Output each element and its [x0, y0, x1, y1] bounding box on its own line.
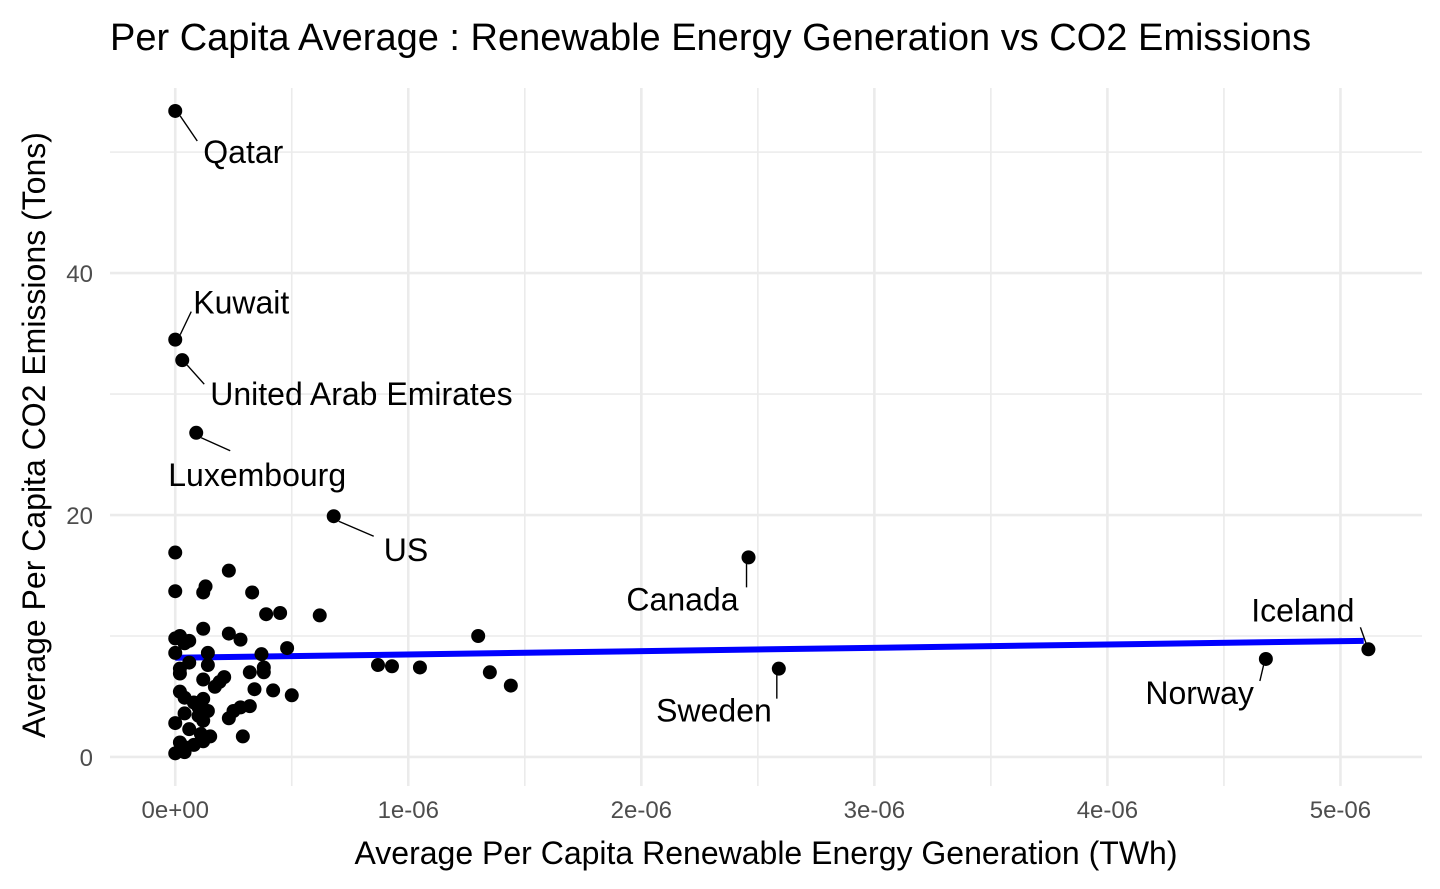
y-tick-label: 40	[66, 261, 93, 288]
data-point	[182, 655, 197, 670]
labeled-data-point	[168, 332, 183, 347]
data-point	[200, 658, 215, 673]
data-point	[247, 682, 262, 697]
data-point	[254, 647, 269, 662]
data-point	[182, 722, 197, 737]
data-point	[217, 670, 232, 685]
labeled-data-point	[771, 661, 786, 676]
labeled-data-point	[168, 103, 183, 118]
label-leader-line	[179, 115, 198, 142]
point-labels: Qatar Kuwait United Arab Emirates Luxembour…	[168, 134, 1354, 729]
grid-lines	[110, 88, 1422, 786]
data-point	[168, 645, 183, 660]
point-label: US	[384, 532, 428, 568]
data-point	[196, 672, 211, 687]
trend-line-layer	[175, 637, 1364, 661]
data-point	[177, 706, 192, 721]
point-label: Luxembourg	[168, 457, 346, 493]
y-tick-label: 20	[66, 503, 93, 530]
data-point	[471, 628, 486, 643]
label-leader-line	[1259, 663, 1265, 682]
data-point	[266, 683, 281, 698]
data-point	[256, 665, 271, 680]
data-point	[168, 716, 183, 731]
data-point	[503, 678, 518, 693]
data-point	[273, 606, 288, 621]
point-label: Qatar	[203, 134, 283, 170]
data-point	[200, 645, 215, 660]
label-leader-line	[338, 520, 374, 537]
labeled-data-point	[1361, 642, 1376, 657]
data-point	[242, 665, 257, 680]
data-point	[168, 545, 183, 560]
point-label: United Arab Emirates	[210, 376, 512, 412]
point-label: Sweden	[656, 693, 772, 729]
data-point	[168, 584, 183, 599]
labeled-data-point	[741, 550, 756, 565]
data-point	[259, 607, 274, 622]
data-point	[412, 660, 427, 675]
data-point	[200, 703, 215, 718]
data-point	[284, 688, 299, 703]
data-point	[198, 579, 213, 594]
data-point	[196, 621, 211, 636]
label-leader-line	[1359, 627, 1368, 645]
point-label: Canada	[626, 581, 738, 617]
data-point	[370, 658, 385, 673]
data-point	[242, 699, 257, 714]
y-tick-label: 0	[80, 745, 93, 772]
axis-tick-labels: 0e+00 1e-06 2e-06 3e-06 4e-06 5e-06 0 20 40	[66, 261, 1371, 824]
data-point	[245, 585, 260, 600]
data-point	[482, 665, 497, 680]
data-point	[196, 691, 211, 706]
data-point	[280, 641, 295, 656]
y-axis-title: Average Per Capita CO2 Emissions (Tons)	[16, 132, 52, 738]
label-leader-lines	[179, 115, 1368, 699]
x-axis-title: Average Per Capita Renewable Energy Gene…	[355, 835, 1178, 871]
labeled-data-point	[189, 425, 204, 440]
x-tick-label: 3e-06	[844, 797, 905, 824]
labeled-data-point	[1258, 651, 1273, 666]
x-tick-label: 5e-06	[1310, 797, 1371, 824]
data-point	[221, 626, 236, 641]
x-tick-label: 4e-06	[1077, 797, 1138, 824]
x-tick-label: 0e+00	[142, 797, 209, 824]
labeled-data-point	[175, 353, 190, 368]
label-leader-line	[186, 364, 205, 385]
label-leader-line	[179, 311, 192, 335]
trend-line	[175, 637, 1364, 661]
x-tick-label: 2e-06	[611, 797, 672, 824]
data-point	[221, 563, 236, 578]
point-label: Norway	[1145, 675, 1253, 711]
labeled-data-point	[326, 509, 341, 524]
data-points	[168, 103, 1376, 761]
data-point	[235, 729, 250, 744]
label-leader-line	[200, 437, 231, 452]
point-label: Kuwait	[193, 285, 289, 321]
point-label: Iceland	[1251, 592, 1354, 628]
chart-title: Per Capita Average : Renewable Energy Ge…	[110, 17, 1311, 59]
x-tick-label: 1e-06	[378, 797, 439, 824]
data-point	[172, 666, 187, 681]
data-point	[384, 659, 399, 674]
data-point	[312, 608, 327, 623]
data-point	[203, 729, 218, 744]
data-point	[182, 633, 197, 648]
data-point	[233, 632, 248, 647]
